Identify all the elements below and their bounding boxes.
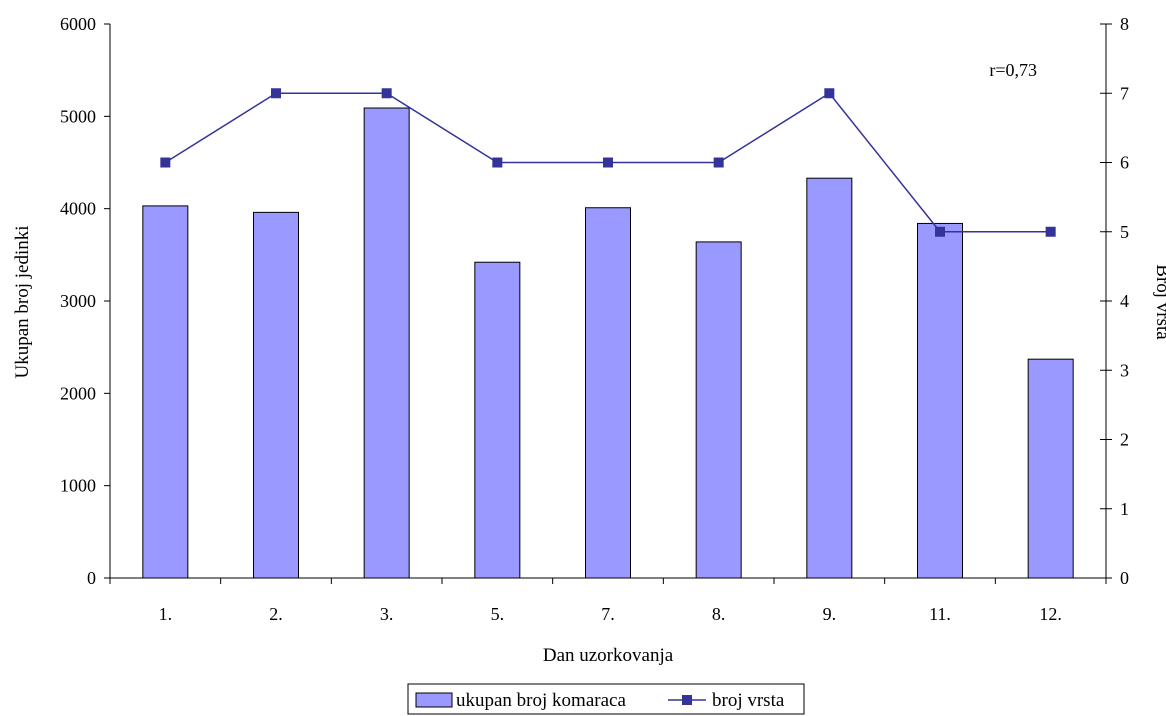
x-tick-label: 2. — [269, 604, 283, 624]
annotation-label: r=0,73 — [989, 60, 1037, 80]
bar-9 — [806, 177, 853, 579]
species-count-marker — [824, 88, 835, 99]
y-tick-label: 5000 — [60, 106, 96, 126]
bar-1 — [142, 205, 189, 579]
species-count-marker — [603, 157, 613, 168]
line-layer — [160, 88, 1056, 237]
y2-tick-label: 7 — [1120, 83, 1129, 103]
y2-tick-label: 6 — [1120, 153, 1129, 173]
x-tick-label: 9. — [823, 604, 837, 624]
y-tick-label: 3000 — [60, 291, 96, 311]
species-count-marker — [160, 157, 171, 168]
y-tick-label: 1000 — [60, 476, 96, 496]
y2-tick-label: 0 — [1120, 568, 1129, 588]
legend-line-marker — [682, 695, 692, 705]
y2-tick-label: 5 — [1120, 222, 1129, 242]
axes-layer — [104, 23, 1112, 584]
y2-tick-label: 3 — [1120, 360, 1129, 380]
legend-bar-swatch — [415, 692, 453, 708]
y2-tick-label: 4 — [1120, 291, 1129, 311]
species-count-marker — [713, 157, 724, 168]
species-count-marker — [1045, 226, 1056, 237]
bar-3 — [363, 107, 410, 579]
y-tick-label: 4000 — [60, 199, 96, 219]
y-tick-label: 2000 — [60, 383, 96, 403]
y2-tick-label: 8 — [1120, 14, 1129, 34]
legend-box — [407, 683, 805, 715]
y-tick-label: 0 — [87, 568, 96, 588]
species-count-marker — [935, 226, 945, 237]
y-tick-label: 6000 — [60, 14, 96, 34]
species-count-marker — [271, 88, 281, 99]
species-count-marker — [492, 157, 503, 168]
x-tick-label: 1. — [159, 604, 173, 624]
y2-tick-label: 2 — [1120, 430, 1129, 450]
labels-layer: 0 1000 2000 3000 4000 5000 6000 0 1 2 3 4 5 6 7 8 1. 2. 3.… — [60, 14, 1129, 624]
bar-12 — [1027, 358, 1074, 579]
x-tick-label: 8. — [712, 604, 726, 624]
species-count-marker — [381, 88, 392, 99]
y2-tick-label: 1 — [1120, 499, 1129, 519]
bars-layer — [142, 107, 1074, 579]
y2-axis-title: Broj vrsta — [1152, 264, 1166, 340]
x-tick-label: 12. — [1039, 604, 1062, 624]
bar-2 — [253, 211, 299, 579]
bar-8 — [695, 241, 742, 579]
bar-5 — [474, 261, 521, 579]
bar-11 — [917, 222, 963, 579]
x-axis-title: Dan uzorkovanja — [543, 645, 674, 666]
x-tick-label: 3. — [380, 604, 394, 624]
x-tick-label: 5. — [491, 604, 505, 624]
legend-line-label: broj vrsta — [712, 690, 785, 711]
bar-7 — [585, 207, 631, 579]
y-axis-title: Ukupan broj jedinki — [12, 225, 33, 378]
legend: ukupan broj komaraca broj vrsta — [407, 683, 805, 715]
legend-bar-label: ukupan broj komaraca — [456, 690, 626, 711]
x-tick-label: 7. — [601, 604, 615, 624]
x-tick-label: 11. — [929, 604, 951, 624]
